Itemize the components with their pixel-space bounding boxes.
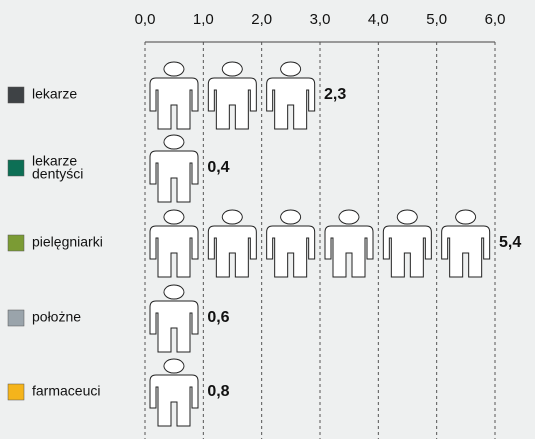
- icon-outline: [149, 134, 199, 203]
- legend-label: lekarze dentyści: [32, 152, 83, 181]
- value-label: 0,4: [207, 159, 229, 176]
- icon-outline: [149, 209, 199, 278]
- icon-outline: [149, 61, 199, 130]
- x-tick-label: 2,0: [251, 11, 272, 28]
- x-tick-label: 1,0: [193, 11, 214, 28]
- value-label: 5,4: [499, 234, 521, 251]
- legend-swatch: [7, 309, 25, 327]
- icon-outline: [382, 209, 432, 278]
- icon-outline: [207, 209, 257, 278]
- legend-label: farmaceuci: [32, 383, 100, 399]
- legend-label: położne: [32, 309, 81, 325]
- icon-outline: [324, 209, 374, 278]
- pictogram-row: [149, 358, 199, 427]
- x-tick-label: 0,0: [135, 11, 156, 28]
- icon-outline: [266, 61, 316, 130]
- legend-swatch: [7, 234, 25, 252]
- icon-outline: [266, 209, 316, 278]
- legend-swatch: [7, 159, 25, 177]
- value-label: 0,6: [207, 309, 229, 326]
- icon-outline: [441, 209, 491, 278]
- icon-outline: [149, 284, 199, 353]
- legend-label: pielęgniarki: [32, 234, 103, 250]
- pictogram-row: [149, 134, 199, 203]
- legend-label: lekarze: [32, 86, 77, 102]
- x-tick-label: 6,0: [485, 11, 506, 28]
- legend-swatch: [7, 86, 25, 104]
- value-label: 0,8: [207, 383, 229, 400]
- x-tick-label: 4,0: [368, 11, 389, 28]
- x-tick-label: 5,0: [426, 11, 447, 28]
- pictogram-row: [149, 61, 316, 130]
- x-tick-label: 3,0: [310, 11, 331, 28]
- icon-outline: [149, 358, 199, 427]
- value-label: 2,3: [324, 86, 346, 103]
- pictogram-row: [149, 284, 199, 353]
- icon-outline: [207, 61, 257, 130]
- legend-swatch: [7, 383, 25, 401]
